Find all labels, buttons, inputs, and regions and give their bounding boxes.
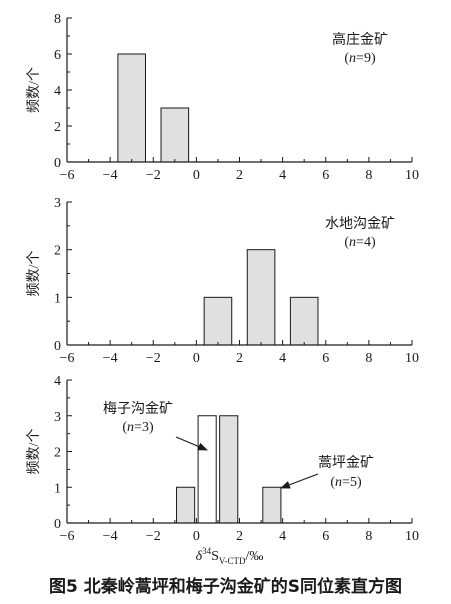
x-tick-label: 2 (236, 529, 243, 544)
series-name-label: 蒿坪金矿 (318, 455, 374, 471)
x-tick-label: −6 (60, 529, 75, 544)
histogram-panel-3: −6 −4 −2 0 2 4 6 8 10 0 1 2 3 4 频数/个 梅子沟金矿 (n=3) 蒿坪金矿 (n=5… (26, 374, 419, 566)
series-count-label: (n=3) (122, 420, 154, 435)
x-tick-label: 8 (365, 529, 372, 544)
series-count-label: (n=4) (344, 235, 376, 250)
series-name-label: 水地沟金矿 (325, 216, 395, 232)
bar-3-2-1 (176, 486, 196, 524)
x-tick-label: 6 (322, 351, 329, 366)
x-tick-label: 8 (365, 351, 372, 366)
y-tick-label: 2 (54, 446, 61, 461)
y-axis-label: 频数/个 (26, 67, 42, 113)
bar-1-1-2 (160, 107, 190, 163)
bar-1-1-1 (117, 53, 146, 163)
y-tick-label: 1 (54, 481, 61, 496)
x-tick-label: 0 (193, 168, 200, 183)
y-tick-label: 8 (54, 12, 61, 27)
y-axis-label: 频数/个 (26, 429, 42, 475)
x-tick-label: −2 (146, 351, 161, 366)
bar-2-1-2 (246, 249, 276, 346)
x-tick-label: −2 (146, 168, 161, 183)
histogram-panel-1: −6 −4 −2 0 2 4 6 8 10 0 2 4 6 8 频数/个 高庄金矿 (n=9) (26, 12, 419, 183)
x-tick-label: 4 (279, 529, 286, 544)
x-tick-label: 8 (365, 168, 372, 183)
y-axis-label: 频数/个 (26, 251, 42, 297)
x-tick-label: 0 (193, 351, 200, 366)
bar-3-2-3 (262, 486, 282, 524)
x-tick-label: 0 (193, 529, 200, 544)
x-tick-label: −4 (103, 351, 118, 366)
x-tick-label: 2 (236, 168, 243, 183)
y-tick-label: 6 (54, 48, 61, 63)
x-tick-label: 4 (279, 351, 286, 366)
x-tick-label: 2 (236, 351, 243, 366)
y-tick-label: 2 (54, 120, 61, 135)
histogram-panel-2: −6 −4 −2 0 2 4 6 8 10 0 1 2 3 频数/个 水地沟金矿 (n=4) (26, 196, 419, 366)
y-tick-label: 0 (54, 156, 61, 171)
callout-arrow (280, 473, 319, 489)
y-tick-label: 4 (54, 374, 61, 389)
bar-3-1-1 (197, 415, 217, 524)
y-tick-label: 4 (54, 84, 61, 99)
series-count-label: (n=9) (344, 51, 376, 66)
x-tick-label: −6 (60, 168, 75, 183)
x-tick-label: 10 (405, 529, 419, 544)
bar-3-2-2 (219, 415, 239, 524)
bar-2-1-3 (289, 296, 319, 346)
x-tick-label: 10 (405, 168, 419, 183)
series-name-label: 梅子沟金矿 (103, 401, 173, 417)
y-tick-label: 0 (54, 339, 61, 354)
y-tick-label: 3 (54, 410, 61, 425)
x-tick-label: −2 (146, 529, 161, 544)
x-tick-label: 4 (279, 168, 286, 183)
bar-2-1-1 (203, 296, 233, 346)
y-tick-label: 0 (54, 517, 61, 532)
figure-caption: 图5 北秦岭蒿坪和梅子沟金矿的S同位素直方图 (49, 577, 402, 597)
x-tick-label: 6 (322, 529, 329, 544)
x-tick-label: −6 (60, 351, 75, 366)
x-tick-label: 10 (405, 351, 419, 366)
y-tick-label: 3 (54, 196, 61, 211)
x-tick-label: −4 (103, 168, 118, 183)
y-tick-label: 1 (54, 291, 61, 306)
x-axis-label: δ34SV-CTD/‰ (196, 546, 264, 566)
x-tick-label: −4 (103, 529, 118, 544)
series-count-label: (n=5) (330, 475, 362, 490)
x-tick-label: 6 (322, 168, 329, 183)
series-name-label: 高庄金矿 (332, 31, 388, 48)
y-tick-label: 2 (54, 244, 61, 259)
callout-arrow (175, 436, 208, 451)
